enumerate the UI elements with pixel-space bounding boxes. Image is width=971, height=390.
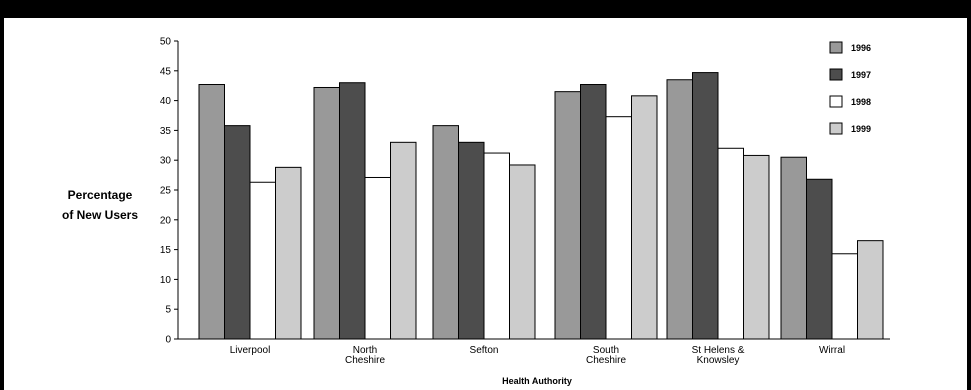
bar-1999-0 <box>275 166 302 340</box>
category-label-line: South <box>593 345 619 356</box>
y-ticks-group: 0 5 10 15 20 25 30 35 40 45 50 <box>160 37 178 346</box>
y-tick-label-50: 50 <box>160 37 172 48</box>
category-label-2: Sefton <box>470 345 499 356</box>
legend-label-1999: 1999 <box>851 124 871 134</box>
y-axis-title-line: of New Users <box>62 208 138 222</box>
bar-1996-2 <box>432 125 459 340</box>
y-tick-label-40: 40 <box>160 96 172 107</box>
category-label-line: Liverpool <box>230 345 271 356</box>
y-tick-label-20: 20 <box>160 215 172 226</box>
legend-label-1996: 1996 <box>851 43 871 53</box>
legend: 1996 1997 1998 1999 <box>829 41 871 135</box>
category-label-5: Wirral <box>819 345 845 356</box>
bar-1996-4 <box>666 79 693 340</box>
category-label-0: Liverpool <box>230 345 271 356</box>
y-tick-label-5: 5 <box>165 305 171 316</box>
x-axis-title: Health Authority <box>502 376 572 386</box>
y-axis-title: Percentage of New Users <box>62 188 138 222</box>
category-label-line: Sefton <box>470 345 499 356</box>
y-tick-label-10: 10 <box>160 275 172 286</box>
bar-1998-1 <box>364 176 391 340</box>
category-label-line: Knowsley <box>697 355 740 366</box>
y-tick-label-25: 25 <box>160 186 172 197</box>
bar-1999-1 <box>390 141 417 340</box>
bar-1997-1 <box>339 82 366 340</box>
bar-1998-3 <box>605 116 632 340</box>
bar-1999-3 <box>631 95 658 340</box>
y-tick-label-0: 0 <box>165 335 171 346</box>
bar-1999-5 <box>857 240 884 340</box>
bar-1998-2 <box>483 152 510 340</box>
bar-1996-3 <box>554 91 581 340</box>
top-bar <box>0 0 971 18</box>
y-axis-title-line: Percentage <box>68 188 133 202</box>
category-label-3: South Cheshire <box>586 345 626 366</box>
bar-1998-4 <box>717 147 744 340</box>
y-tick-label-15: 15 <box>160 245 172 256</box>
y-tick-label-30: 30 <box>160 156 172 167</box>
bar-1999-4 <box>743 154 770 340</box>
bars-group <box>198 72 884 340</box>
y-tick-label-35: 35 <box>160 126 172 137</box>
bar-1996-1 <box>313 86 340 340</box>
legend-swatch-1999 <box>829 122 843 135</box>
legend-swatch-1998 <box>829 95 843 108</box>
bar-1997-5 <box>806 178 833 340</box>
category-label-line: Cheshire <box>586 355 626 366</box>
legend-swatch-1997 <box>829 68 843 81</box>
legend-swatch-1996 <box>829 41 843 54</box>
bar-1999-2 <box>509 164 536 340</box>
bar-1997-2 <box>458 141 485 340</box>
category-label-1: North Cheshire <box>345 345 385 366</box>
category-label-line: North <box>353 345 377 356</box>
category-label-4: St Helens & Knowsley <box>692 345 745 366</box>
bar-1997-4 <box>692 72 719 340</box>
bar-1996-5 <box>780 156 807 340</box>
legend-label-1998: 1998 <box>851 97 871 107</box>
category-label-line: Cheshire <box>345 355 385 366</box>
bar-1998-5 <box>831 253 858 340</box>
bar-1998-0 <box>249 181 276 340</box>
y-tick-label-45: 45 <box>160 66 172 77</box>
bar-1997-0 <box>224 125 251 340</box>
category-label-line: Wirral <box>819 345 845 356</box>
legend-label-1997: 1997 <box>851 70 871 80</box>
bar-1996-0 <box>198 84 225 340</box>
category-label-line: St Helens & <box>692 345 745 356</box>
bar-1997-3 <box>580 84 607 340</box>
